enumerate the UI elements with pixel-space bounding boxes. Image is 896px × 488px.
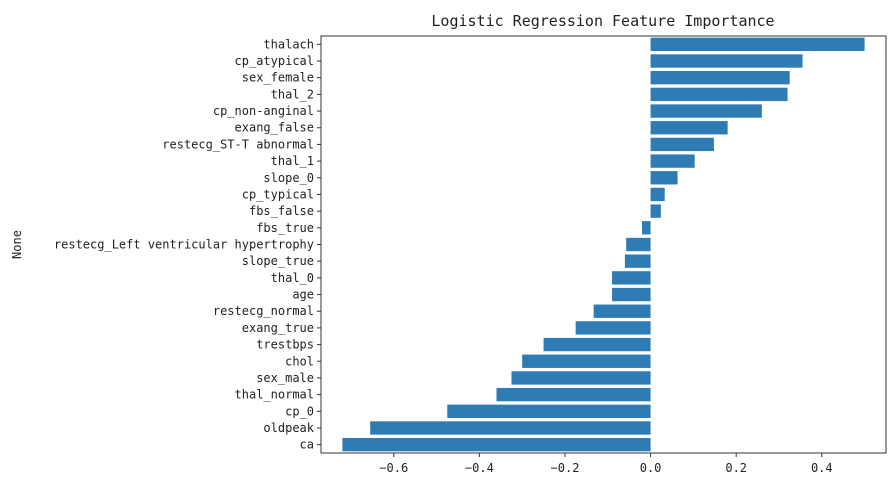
bar-chol xyxy=(522,354,651,368)
bar-thal-2 xyxy=(650,87,788,102)
bar-ca xyxy=(342,437,651,452)
y-tick-label: cp_typical xyxy=(242,187,314,201)
x-tick-label: 0.4 xyxy=(811,461,833,475)
bar-exang-false xyxy=(650,121,728,135)
y-tick-label: restecg_normal xyxy=(213,304,314,318)
bar-trestbps xyxy=(543,337,651,352)
y-tick-label: sex_female xyxy=(242,71,314,85)
bar-fbs-false xyxy=(650,204,661,218)
plot-frame xyxy=(320,35,887,454)
y-tick-label: exang_true xyxy=(242,321,314,335)
y-tick-label: restecg_ST-T abnormal xyxy=(162,137,314,151)
y-tick-labels: thalach cp_atypical sex_female thal_2 cp_non… xyxy=(54,37,321,452)
y-tick-label: cp_0 xyxy=(285,404,314,418)
y-tick-label: oldpeak xyxy=(263,421,314,435)
y-tick-label: trestbps xyxy=(256,338,314,352)
bar-thal-normal xyxy=(496,387,651,402)
y-tick-label: cp_non-anginal xyxy=(213,104,314,118)
bar-oldpeak xyxy=(370,421,651,435)
y-tick-label: sex_male xyxy=(256,371,314,385)
bar-cp-atypical xyxy=(650,54,803,68)
y-tick-label: thal_0 xyxy=(271,271,314,285)
y-tick-label: restecg_Left ventricular hypertrophy xyxy=(54,238,314,252)
bar-thal-0 xyxy=(612,271,651,285)
bar-thalach xyxy=(650,37,865,52)
y-tick-label: chol xyxy=(285,354,314,368)
bar-slope-true xyxy=(624,254,651,268)
bar-cp-0 xyxy=(447,404,651,418)
bar-thal-1 xyxy=(650,154,695,168)
x-tick-label: −0.2 xyxy=(551,461,580,475)
y-tick-label: fbs_false xyxy=(249,204,314,218)
x-ticks: −0.6 −0.4 −0.2 0.0 0.2 0.4 xyxy=(379,453,833,475)
bar-cp-typical xyxy=(650,187,665,202)
bar-age xyxy=(612,287,651,302)
y-tick-label: thal_2 xyxy=(271,87,314,101)
bar-restecg-st-t-abnormal xyxy=(650,137,714,152)
bars-group xyxy=(342,37,865,452)
bar-exang-true xyxy=(575,321,651,335)
bar-restecg-left-ventricular-hypertrophy xyxy=(626,237,651,252)
bar-fbs-true xyxy=(642,221,651,235)
bar-sex-female xyxy=(650,71,790,85)
y-tick-label: age xyxy=(292,288,314,302)
bar-cp-non-anginal xyxy=(650,104,762,118)
y-tick-label: slope_true xyxy=(242,254,314,268)
y-tick-label: thal_1 xyxy=(271,154,314,168)
y-tick-label: ca xyxy=(300,438,314,452)
x-tick-label: −0.4 xyxy=(465,461,494,475)
y-axis-label: None xyxy=(10,230,24,259)
x-tick-label: −0.6 xyxy=(379,461,408,475)
bar-sex-male xyxy=(511,371,651,385)
x-tick-label: 0.2 xyxy=(725,461,747,475)
bar-restecg-normal xyxy=(593,304,651,318)
chart-title: Logistic Regression Feature Importance xyxy=(431,12,774,30)
bar-slope-0 xyxy=(650,171,678,185)
y-tick-label: exang_false xyxy=(235,121,314,135)
y-tick-label: slope_0 xyxy=(263,171,314,185)
x-tick-label: 0.0 xyxy=(640,461,662,475)
y-tick-label: fbs_true xyxy=(256,221,314,235)
y-tick-label: cp_atypical xyxy=(235,54,314,68)
y-tick-label: thal_normal xyxy=(235,388,314,402)
y-tick-label: thalach xyxy=(263,37,314,51)
